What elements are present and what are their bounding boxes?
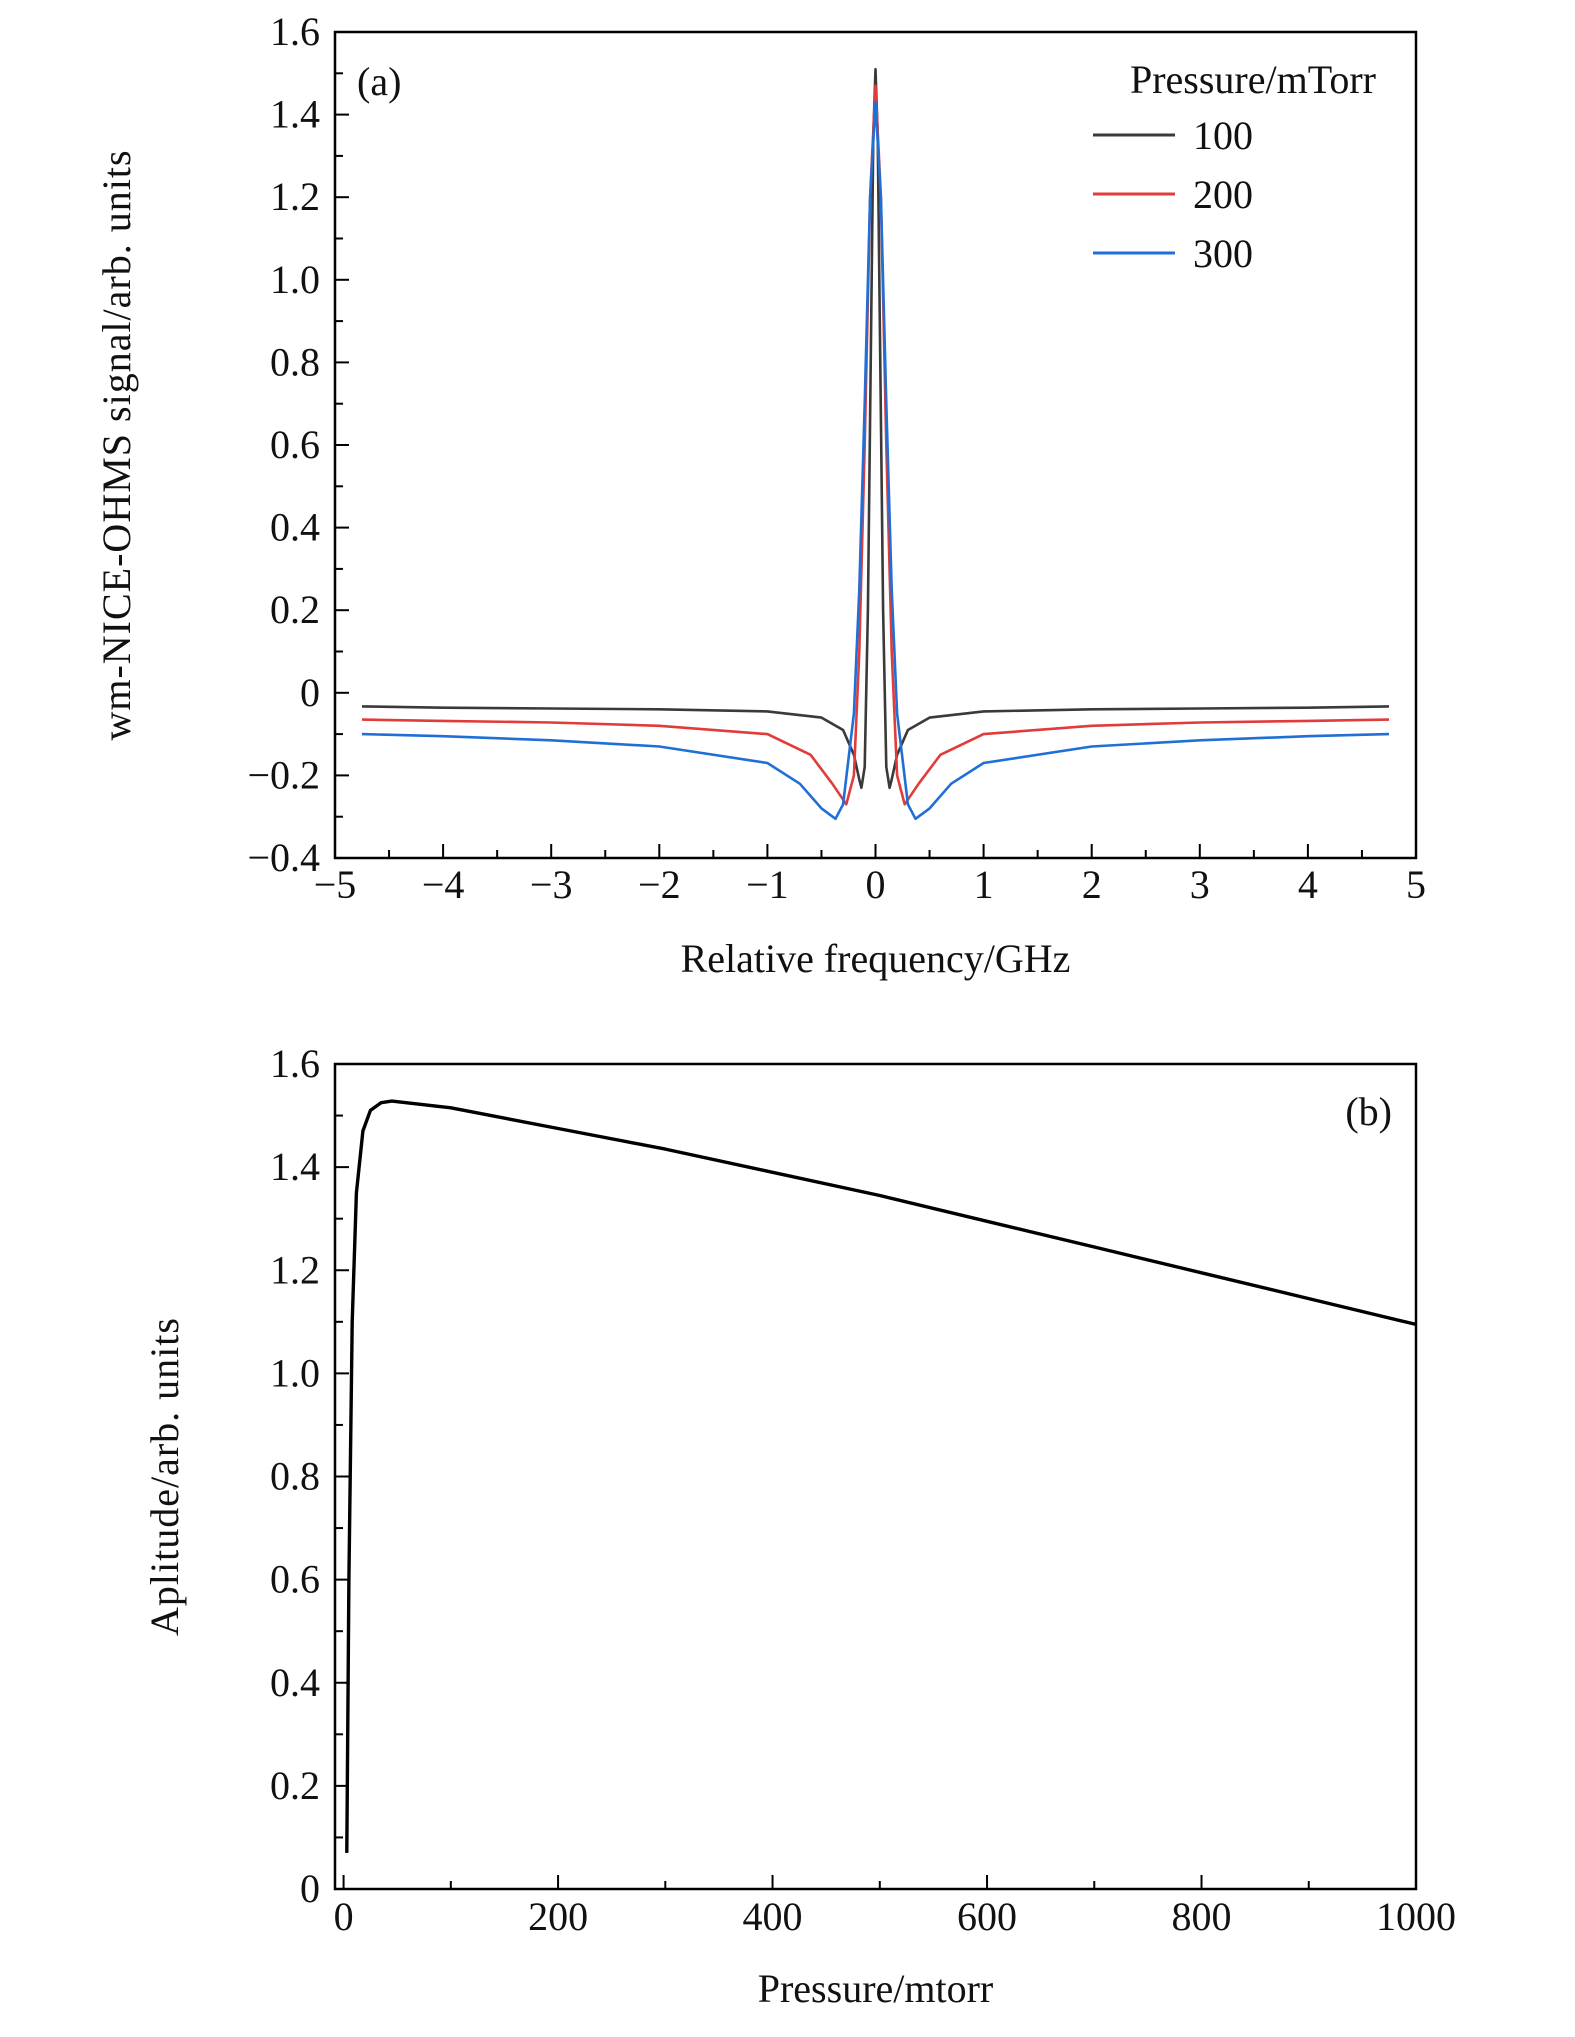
plot-frame (333, 30, 1418, 860)
x-tick-label: −5 (314, 862, 357, 907)
x-tick-label: 600 (957, 1894, 1017, 1939)
y-tick-label: 0 (300, 1866, 320, 1911)
x-tick-label: 2 (1082, 862, 1102, 907)
y-tick-label: 0.8 (270, 1454, 320, 1499)
y-tick-label: 0.2 (270, 1763, 320, 1808)
x-tick-label: 800 (1172, 1894, 1232, 1939)
x-tick-label: −2 (638, 862, 681, 907)
x-tick-label: 0 (866, 862, 886, 907)
legend-title: Pressure/mTorr (1130, 57, 1376, 102)
panel-label: (b) (1345, 1089, 1392, 1134)
y-tick-label: 1.6 (270, 9, 320, 54)
panel-label: (a) (357, 59, 401, 104)
legend-label-100: 100 (1193, 113, 1253, 158)
x-tick-label: −4 (422, 862, 465, 907)
y-tick-label: 0.4 (270, 505, 320, 550)
x-tick-label: 0 (334, 1894, 354, 1939)
legend-label-200: 200 (1193, 172, 1253, 217)
x-axis-label: Pressure/mtorr (758, 1966, 994, 2011)
panel-b-chart: 0 200 400 600 800 1000 0 0.2 0.4 0.6 0.8 1.0 1.2 1.4 1… (142, 1041, 1456, 2011)
x-axis-label: Relative frequency/GHz (681, 936, 1071, 981)
x-tick-label: 1 (974, 862, 994, 907)
y-tick-label: 1.2 (270, 1247, 320, 1292)
y-tick-label: 0.2 (270, 587, 320, 632)
y-tick-label: 0 (300, 670, 320, 715)
plot-frame (333, 1062, 1418, 1891)
y-tick-label: 0.6 (270, 1557, 320, 1602)
y-tick-label: 1.2 (270, 174, 320, 219)
y-tick-label: 1.0 (270, 257, 320, 302)
series-line-300 (361, 100, 1390, 821)
y-tick-label: 0.4 (270, 1660, 320, 1705)
y-tick-label: 0.6 (270, 422, 320, 467)
x-tick-label: 4 (1298, 862, 1318, 907)
y-tick-label: 1.4 (270, 92, 320, 137)
y-tick-label: 0.8 (270, 339, 320, 384)
x-tick-label: 400 (743, 1894, 803, 1939)
x-tick-label: 1000 (1376, 1894, 1456, 1939)
y-axis-label: wm-NICE-OHMS signal/arb. units (94, 149, 139, 740)
legend: Pressure/mTorr 100 200 300 (1093, 57, 1376, 276)
x-tick-label: 5 (1406, 862, 1426, 907)
x-tick-label: −3 (530, 862, 573, 907)
x-tick-label: 3 (1190, 862, 1210, 907)
x-tick-label: 200 (528, 1894, 588, 1939)
y-tick-label: −0.2 (247, 752, 320, 797)
y-tick-label: 1.4 (270, 1144, 320, 1189)
y-tick-label: 1.0 (270, 1350, 320, 1395)
series-line-100 (361, 67, 1390, 790)
legend-label-300: 300 (1193, 231, 1253, 276)
panel-a-chart: −5 −4 −3 −2 −1 0 1 2 3 4 5 −0.4 −0.2 0 0.2 0.4 0.6 0.8 1.0… (94, 9, 1426, 981)
x-tick-label: −1 (746, 862, 789, 907)
series-line-amplitude (345, 1099, 1417, 1853)
series-line-200 (361, 84, 1390, 806)
y-tick-label: 1.6 (270, 1041, 320, 1086)
y-axis-label: Aplitude/arb. units (142, 1317, 187, 1636)
y-tick-label: −0.4 (247, 835, 320, 880)
